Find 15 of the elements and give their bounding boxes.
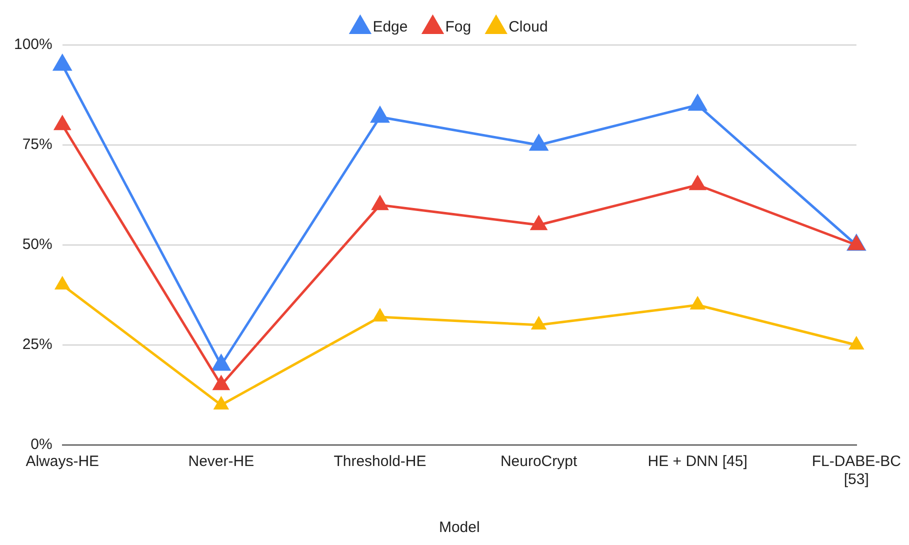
y-tick-label: 50% bbox=[22, 236, 52, 254]
legend-label: Fog bbox=[445, 18, 472, 36]
x-tick-label: Always-HE bbox=[26, 453, 100, 470]
x-tick-label: NeuroCrypt bbox=[500, 453, 578, 470]
x-tick-label: Threshold-HE bbox=[334, 453, 426, 470]
y-tick-label: 25% bbox=[22, 336, 52, 354]
x-tick-label: Never-HE bbox=[188, 453, 254, 470]
y-tick-label: 75% bbox=[22, 136, 52, 154]
legend-label: Edge bbox=[372, 18, 408, 36]
x-tick-label: FL-DABE-BC [53] bbox=[812, 453, 902, 488]
y-tick-label: 0% bbox=[30, 436, 52, 454]
legend-label: Cloud bbox=[508, 18, 548, 36]
x-axis-title: Model bbox=[438, 519, 480, 536]
x-tick-label: HE + DNN [45] bbox=[648, 453, 748, 470]
y-tick-label: 100% bbox=[14, 36, 52, 54]
